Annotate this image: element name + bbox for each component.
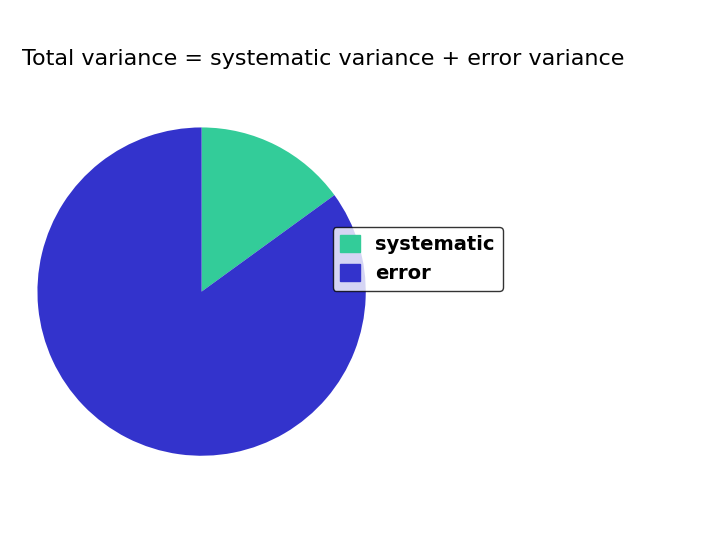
Legend: systematic, error: systematic, error — [333, 227, 503, 291]
Wedge shape — [202, 127, 334, 292]
Text: Total variance = systematic variance + error variance: Total variance = systematic variance + e… — [22, 49, 624, 69]
Wedge shape — [37, 127, 366, 456]
